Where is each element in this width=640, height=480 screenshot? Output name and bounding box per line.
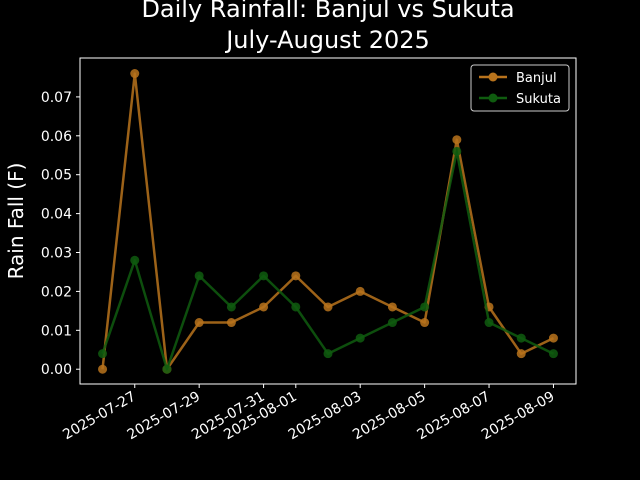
data-point-sukuta [323, 349, 333, 359]
data-point-sukuta [548, 349, 558, 359]
y-tick-label: 0.07 [41, 90, 72, 106]
legend-marker-sukuta [488, 93, 498, 103]
y-tick-label: 0.05 [41, 168, 72, 184]
data-point-sukuta [484, 318, 494, 328]
data-point-banjul [194, 318, 204, 328]
data-point-sukuta [420, 302, 430, 312]
y-tick-label: 0.00 [41, 362, 72, 378]
data-point-banjul [516, 349, 526, 359]
chart-title: Daily Rainfall: Banjul vs Sukuta [141, 0, 514, 23]
data-point-banjul [452, 135, 462, 145]
legend: Banjul Sukuta [470, 64, 570, 112]
data-point-sukuta [226, 302, 236, 312]
data-point-banjul [291, 271, 301, 281]
data-point-sukuta [355, 333, 365, 343]
data-point-sukuta [98, 349, 108, 359]
data-point-sukuta [130, 255, 140, 265]
data-point-banjul [548, 333, 558, 343]
data-point-sukuta [516, 333, 526, 343]
legend-label-sukuta: Sukuta [516, 92, 561, 107]
data-point-banjul [130, 69, 140, 79]
data-point-banjul [226, 318, 236, 328]
data-point-sukuta [162, 364, 172, 374]
y-tick-label: 0.02 [41, 284, 72, 300]
data-point-banjul [420, 318, 430, 328]
data-point-sukuta [194, 271, 204, 281]
data-point-banjul [98, 364, 108, 374]
data-point-banjul [323, 302, 333, 312]
data-point-banjul [355, 286, 365, 296]
data-point-sukuta [259, 271, 269, 281]
plot-frame [79, 57, 577, 385]
y-tick-label: 0.06 [41, 129, 72, 145]
legend-label-banjul: Banjul [516, 71, 557, 86]
data-point-banjul [387, 302, 397, 312]
legend-marker-banjul [488, 72, 498, 82]
series-line-sukuta [101, 150, 555, 371]
chart-subtitle: July-August 2025 [224, 26, 430, 54]
x-tick-label: 2025-08-09 [479, 389, 557, 444]
y-tick-label: 0.04 [41, 207, 72, 223]
y-tick-label: 0.01 [41, 323, 72, 339]
data-point-sukuta [452, 146, 462, 156]
y-tick-label: 0.03 [41, 246, 72, 262]
data-point-banjul [259, 302, 269, 312]
data-point-sukuta [387, 318, 397, 328]
data-point-sukuta [291, 302, 301, 312]
y-axis-label: Rain Fall (F) [4, 163, 28, 280]
